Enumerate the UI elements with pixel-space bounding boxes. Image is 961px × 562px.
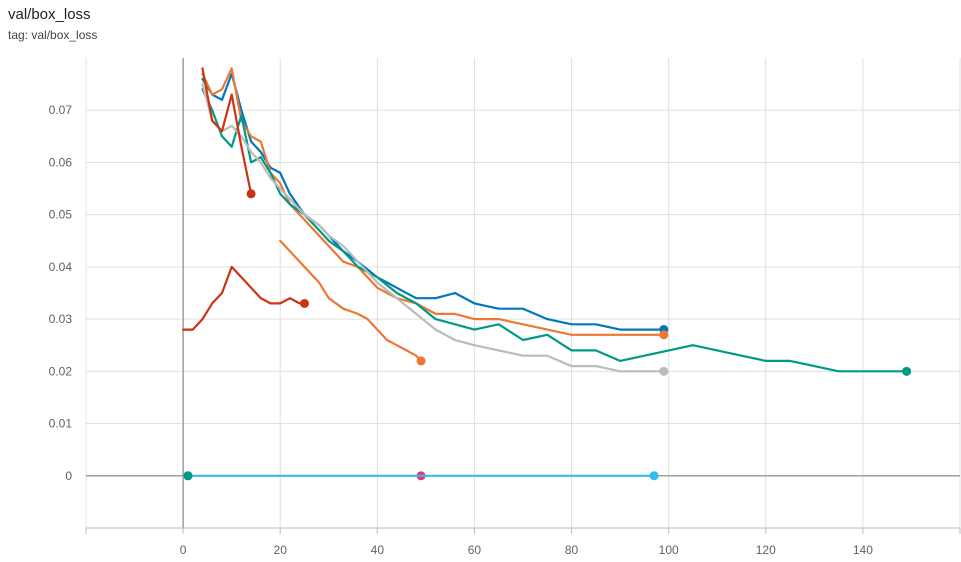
series-line-0[interactable] [201,72,665,331]
series-layer [182,67,912,481]
series-end-point-6[interactable] [416,356,426,366]
x-tick-label: 0 [180,543,187,557]
x-tick-label: 20 [274,543,288,557]
series-end-point-5[interactable] [300,298,309,308]
x-tick-label: 40 [371,543,385,557]
axes [85,58,961,534]
series-start-point-9[interactable] [183,471,193,481]
series-line-4[interactable] [201,67,253,195]
series-line-1[interactable] [201,67,665,336]
series-end-point-1[interactable] [659,330,669,340]
x-tick-label: 80 [565,543,579,557]
y-tick-label: 0.02 [49,364,73,378]
x-tick-label: 60 [468,543,482,557]
y-tick-label: 0.07 [49,103,73,117]
series-line-6[interactable] [279,239,423,362]
y-tick-label: 0.05 [49,208,73,222]
y-tick-label: 0.04 [49,260,73,274]
tick-labels: 0 20 40 60 80 100 120 140 0 0.01 0.02 0.03 0.04 0.05 0… [49,103,874,557]
y-tick-label: 0 [65,469,72,483]
series-end-point-3[interactable] [659,366,669,376]
y-tick-label: 0.06 [49,155,73,169]
series-line-2[interactable] [201,88,908,373]
series-end-point-4[interactable] [246,189,256,199]
series-line-3[interactable] [201,82,665,373]
chart-subtitle: tag: val/box_loss [8,28,98,42]
x-tick-label: 120 [756,543,776,557]
y-tick-label: 0.01 [49,417,73,431]
x-tick-label: 140 [853,543,873,557]
series-end-point-9[interactable] [649,471,659,481]
chart-title: val/box_loss [8,6,91,23]
y-tick-label: 0.03 [49,312,73,326]
x-tick-label: 100 [659,543,679,557]
grid [85,58,961,528]
series-end-point-2[interactable] [902,366,912,376]
series-line-5[interactable] [182,265,306,331]
